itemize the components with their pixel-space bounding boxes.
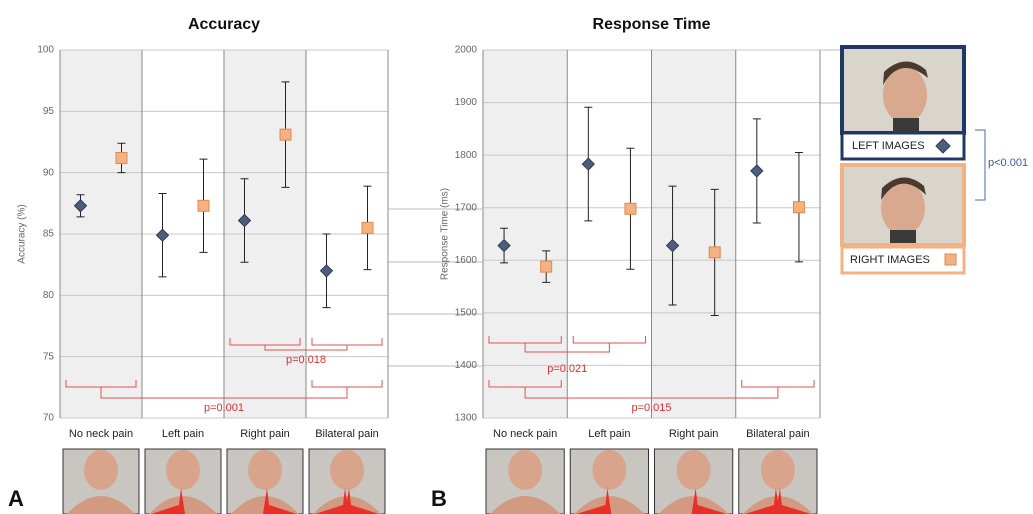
data-point bbox=[624, 202, 637, 215]
y-tick-label: 95 bbox=[43, 106, 55, 117]
legend-bracket bbox=[975, 129, 986, 201]
y-tick-label: 100 bbox=[37, 45, 54, 56]
photo-head bbox=[676, 450, 711, 490]
legend-right-box bbox=[840, 245, 966, 275]
pain-area bbox=[263, 488, 297, 514]
pain-area bbox=[151, 488, 185, 514]
x-tick-label: Bilateral pain bbox=[315, 428, 379, 440]
x-tick-label: Right pain bbox=[240, 428, 290, 440]
photo-shoulders bbox=[490, 496, 561, 514]
data-point bbox=[319, 264, 334, 278]
data-point bbox=[279, 128, 292, 141]
x-tick-label: Bilateral pain bbox=[746, 428, 810, 440]
data-point bbox=[708, 246, 721, 259]
y-tick-label: 1900 bbox=[455, 97, 478, 108]
y-tick-label: 1700 bbox=[455, 202, 478, 213]
y-tick-label: 2000 bbox=[455, 45, 478, 56]
photo-head bbox=[592, 450, 627, 490]
pain-area bbox=[576, 488, 612, 514]
panel-label: A bbox=[8, 486, 24, 511]
legend-label: RIGHT IMAGES bbox=[850, 254, 930, 266]
panel-label: B bbox=[431, 486, 447, 511]
y-axis-label: Response Time (ms) bbox=[440, 188, 451, 280]
y-tick-label: 1500 bbox=[455, 307, 478, 318]
data-point bbox=[237, 213, 252, 228]
legend-annotation: p<0.001 bbox=[988, 157, 1028, 169]
significance-bracket bbox=[229, 338, 383, 351]
y-tick-label: 1400 bbox=[455, 360, 478, 371]
pain-area bbox=[775, 488, 811, 514]
y-tick-label: 1300 bbox=[455, 413, 478, 424]
photo-head bbox=[330, 450, 364, 490]
significance-bracket bbox=[488, 336, 646, 353]
photo-head bbox=[166, 450, 200, 490]
x-tick-label: Left pain bbox=[588, 428, 630, 440]
significance-label: p=0.018 bbox=[286, 354, 326, 366]
photo-head bbox=[760, 450, 795, 490]
legend-marker bbox=[935, 138, 951, 154]
y-tick-label: 70 bbox=[43, 413, 55, 424]
y-tick-label: 1600 bbox=[455, 255, 478, 266]
pain-area bbox=[345, 488, 379, 514]
data-point bbox=[665, 238, 680, 253]
data-point bbox=[115, 151, 128, 164]
pain-area bbox=[744, 488, 780, 514]
significance-bracket bbox=[65, 380, 383, 399]
significance-label: p=0.001 bbox=[204, 402, 244, 414]
legend-left-photo bbox=[840, 45, 966, 135]
y-axis-label: Accuracy (%) bbox=[17, 204, 28, 263]
photo-shoulders bbox=[67, 496, 135, 514]
data-point bbox=[155, 228, 170, 242]
photo-head bbox=[508, 450, 543, 490]
data-point bbox=[540, 260, 553, 273]
y-tick-label: 75 bbox=[43, 351, 55, 362]
significance-bracket bbox=[488, 380, 815, 399]
photo-head bbox=[84, 450, 118, 490]
legend-right-photo bbox=[840, 163, 966, 247]
data-point bbox=[361, 221, 374, 234]
x-tick-label: Left pain bbox=[162, 428, 204, 440]
x-tick-label: Right pain bbox=[669, 428, 719, 440]
shaded-band bbox=[483, 50, 568, 418]
y-tick-label: 80 bbox=[43, 290, 55, 301]
data-point bbox=[197, 199, 210, 212]
x-tick-label: No neck pain bbox=[69, 428, 133, 440]
pain-area bbox=[315, 488, 349, 514]
significance-label: p=0.015 bbox=[631, 402, 671, 414]
data-point bbox=[73, 199, 88, 213]
data-point bbox=[792, 201, 805, 214]
shaded-band bbox=[651, 50, 736, 418]
significance-label: p=0.021 bbox=[547, 363, 587, 375]
data-point bbox=[581, 157, 596, 171]
chart-title: Response Time bbox=[593, 16, 711, 33]
data-point bbox=[750, 164, 764, 178]
chart-title: Accuracy bbox=[188, 16, 260, 33]
data-point bbox=[497, 238, 511, 253]
photo-head bbox=[248, 450, 282, 490]
legend-marker bbox=[944, 253, 957, 266]
pain-area bbox=[691, 488, 727, 514]
y-tick-label: 1800 bbox=[455, 150, 478, 161]
x-tick-label: No neck pain bbox=[493, 428, 557, 440]
y-tick-label: 90 bbox=[43, 167, 55, 178]
legend-label: LEFT IMAGES bbox=[852, 140, 925, 152]
y-tick-label: 85 bbox=[43, 229, 55, 240]
